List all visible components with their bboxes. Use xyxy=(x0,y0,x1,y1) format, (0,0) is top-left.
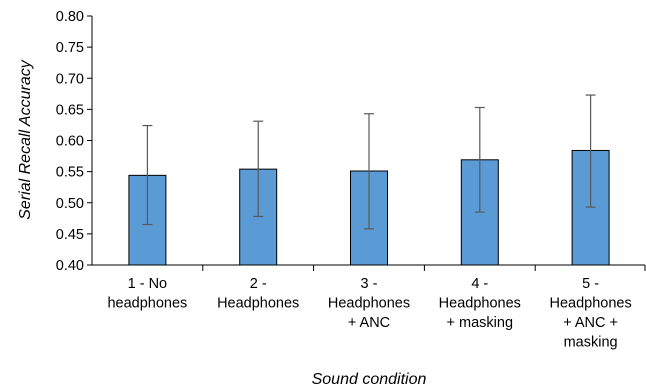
category-label-line: + ANC xyxy=(348,315,390,331)
category-label-line: Headphones xyxy=(217,296,299,312)
category-label-line: 4 - xyxy=(471,276,488,292)
category-label-line: 3 - xyxy=(361,276,378,292)
category-label: 5 - Headphones + ANC + masking xyxy=(549,276,631,351)
y-tick-label: 0.50 xyxy=(56,196,84,212)
y-axis-ticks: 0.40 0.45 0.50 0.55 0.60 0.65 0.70 0.75 0.80 xyxy=(56,9,92,274)
x-axis-title: Sound condition xyxy=(312,371,427,388)
y-tick-label: 0.45 xyxy=(56,227,84,243)
category-label: 2 - Headphones xyxy=(217,276,299,312)
category-label-line: headphones xyxy=(107,296,187,312)
y-tick-label: 0.55 xyxy=(56,165,84,181)
error-bars xyxy=(142,94,596,230)
y-axis-title: Serial Recall Accuracy xyxy=(17,59,34,219)
category-labels: 1 - No headphones 2 - Headphones 3 - Headphon… xyxy=(107,276,631,351)
category-label: 1 - No headphones xyxy=(107,276,187,312)
y-tick-label: 0.70 xyxy=(56,71,84,87)
category-label-line: masking xyxy=(564,335,618,351)
y-tick-label: 0.75 xyxy=(56,40,84,56)
category-label-line: 5 - xyxy=(582,276,599,292)
y-tick-label: 0.80 xyxy=(56,9,84,25)
x-axis-ticks xyxy=(202,265,646,271)
category-label-line: 2 - xyxy=(250,276,267,292)
y-tick-label: 0.60 xyxy=(56,134,84,150)
category-label-line: 1 - No xyxy=(128,276,168,292)
category-label-line: Headphones xyxy=(328,296,410,312)
category-label: 4 - Headphones + masking xyxy=(439,276,521,331)
category-label-line: Headphones xyxy=(439,296,521,312)
category-label-line: + masking xyxy=(447,315,514,331)
category-label-line: + ANC + xyxy=(563,315,618,331)
y-tick-label: 0.40 xyxy=(56,258,84,274)
category-label-line: Headphones xyxy=(549,296,631,312)
y-tick-label: 0.65 xyxy=(56,102,84,118)
category-label: 3 - Headphones + ANC xyxy=(328,276,410,331)
